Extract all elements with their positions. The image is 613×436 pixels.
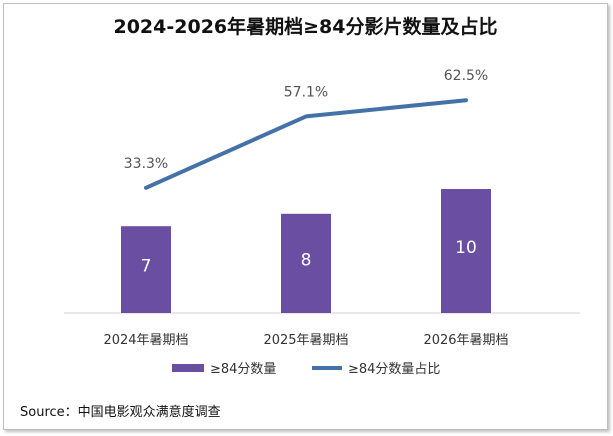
chart-title: 2024-2026年暑期档≥84分影片数量及占比 (113, 16, 498, 38)
bar-1 (121, 226, 171, 313)
x-tick-label-2: 2025年暑期档 (263, 333, 348, 348)
bar-value-label-1: 7 (141, 257, 152, 277)
line-value-label-1: 33.3% (124, 156, 168, 172)
bar-value-label-3: 10 (455, 238, 477, 258)
bar-3 (441, 189, 491, 313)
legend-label-bar: ≥84分数量 (210, 362, 276, 377)
source-note: Source：中国电影观众满意度调查 (20, 405, 221, 420)
bar-2 (281, 213, 331, 313)
legend-swatch-bar (172, 364, 204, 372)
x-tick-label-3: 2026年暑期档 (423, 333, 508, 348)
ratio-line (144, 98, 468, 190)
bar-value-label-2: 8 (301, 250, 312, 270)
combo-chart: 7 8 10 33.3% 57.1% 62.5% 2024年暑期档 2025年暑期档 202… (64, 68, 580, 377)
x-tick-label-1: 2024年暑期档 (103, 333, 188, 348)
legend-label-line: ≥84分数量占比 (348, 362, 440, 377)
line-value-label-3: 62.5% (444, 68, 488, 84)
line-value-label-2: 57.1% (284, 84, 328, 100)
chart-frame: 2024-2026年暑期档≥84分影片数量及占比 7 8 10 33.3% 57.1%… (3, 3, 608, 430)
